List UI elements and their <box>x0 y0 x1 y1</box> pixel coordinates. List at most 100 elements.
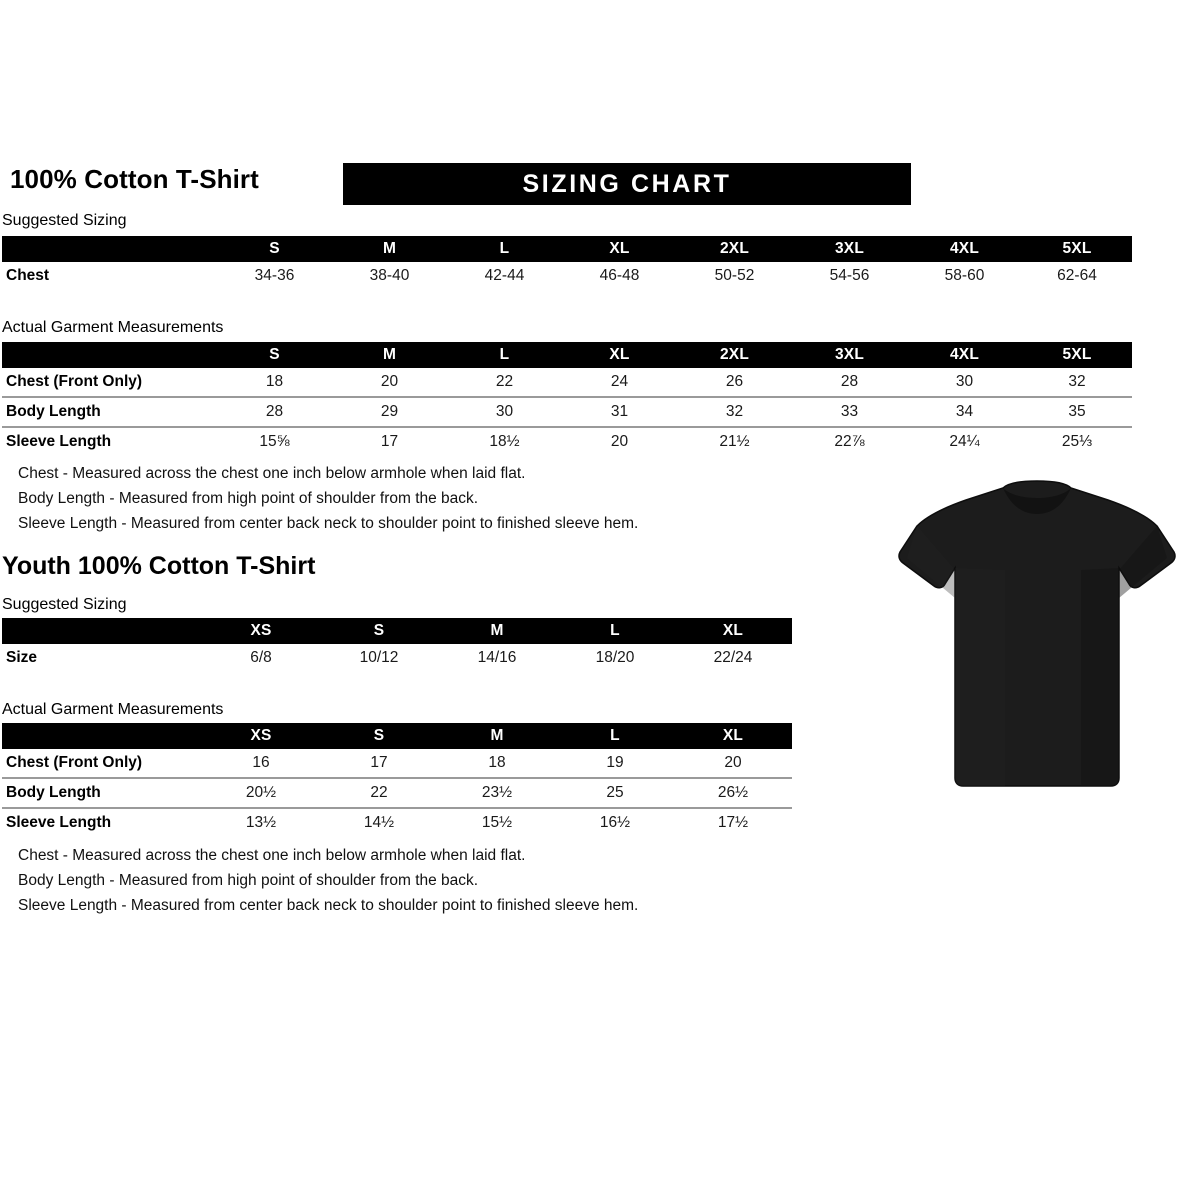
youth-note: Sleeve Length - Measured from center bac… <box>18 897 639 914</box>
adult-actual-column-header: L <box>447 342 562 368</box>
youth-suggested-cell: 6/8 <box>250 649 272 666</box>
adult-actual-column-header: M <box>332 342 447 368</box>
table-row: Chest 34-36 38-40 42-44 46-48 50-52 54-56 58-60… <box>2 262 1132 290</box>
adult-actual-cell: 15⅝ <box>217 426 332 456</box>
youth-suggested-cell: 18/20 <box>595 649 635 666</box>
youth-suggested-cell: 14/16 <box>477 649 517 666</box>
youth-suggested-header-row: XS S M L XL <box>2 618 792 644</box>
youth-actual-column-header: L <box>556 723 674 749</box>
youth-actual-column-header <box>2 723 202 749</box>
youth-suggested-column-header: XS <box>202 618 320 644</box>
adult-actual-cell: 26 <box>725 373 744 390</box>
adult-actual-row-label: Body Length <box>2 396 217 427</box>
adult-suggested-cell: 54-56 <box>829 267 870 284</box>
youth-actual-cell: 17 <box>370 754 388 771</box>
table-row: Chest (Front Only) 18 20 22 24 26 28 30 32 <box>2 368 1132 397</box>
youth-suggested-cell: 10/12 <box>359 649 399 666</box>
youth-actual-cell: 26½ <box>674 777 792 808</box>
adult-suggested-cell: 38-40 <box>369 267 410 284</box>
adult-suggested-cell: 42-44 <box>484 267 525 284</box>
adult-actual-cell: 28 <box>217 396 332 427</box>
adult-note: Chest - Measured across the chest one in… <box>18 465 526 482</box>
youth-actual-cell: 20½ <box>202 777 320 808</box>
adult-suggested-cell: 50-52 <box>714 267 755 284</box>
chart-header: 100% Cotton T-Shirt SIZING CHART <box>10 163 1190 209</box>
youth-actual-cell: 16½ <box>556 807 674 837</box>
adult-actual-cell: 20 <box>380 373 399 390</box>
adult-actual-column-header: 2XL <box>677 342 792 368</box>
adult-actual-cell: 18½ <box>447 426 562 456</box>
youth-actual-cell: 15½ <box>438 807 556 837</box>
adult-actual-row-label: Chest (Front Only) <box>6 373 143 390</box>
youth-suggested-column-header: S <box>320 618 438 644</box>
youth-suggested-column-header: L <box>556 618 674 644</box>
youth-actual-cell: 16 <box>252 754 270 771</box>
table-row: Sleeve Length 15⅝ 17 18½ 20 21½ 22⅞ 24¼ 25⅓ <box>2 426 1132 456</box>
adult-suggested-cell: 46-48 <box>599 267 640 284</box>
adult-actual-row-label: Sleeve Length <box>2 426 217 456</box>
adult-actual-cell: 24¼ <box>907 426 1022 456</box>
adult-actual-cell: 30 <box>447 396 562 427</box>
adult-suggested-sizing-label: Suggested Sizing <box>2 212 127 229</box>
youth-actual-measurements-table: XS S M L XL Chest (Front Only) 16 17 18 19 20 Body … <box>2 723 792 837</box>
adult-actual-cell: 18 <box>265 373 284 390</box>
adult-actual-measurements-table: S M L XL 2XL 3XL 4XL 5XL Chest (Front Only) 18 20 2… <box>2 342 1132 456</box>
youth-actual-row-label: Chest (Front Only) <box>6 754 143 771</box>
adult-suggested-cell: 34-36 <box>254 267 295 284</box>
adult-suggested-column-header: 4XL <box>907 236 1022 262</box>
adult-actual-cell: 35 <box>1022 396 1132 427</box>
adult-suggested-cell: 58-60 <box>944 267 985 284</box>
adult-actual-cell: 22 <box>495 373 514 390</box>
adult-suggested-column-header: M <box>332 236 447 262</box>
adult-actual-column-header <box>2 342 217 368</box>
adult-suggested-header-row: S M L XL 2XL 3XL 4XL 5XL <box>2 236 1132 262</box>
youth-suggested-sizing-table: XS S M L XL Size 6/8 10/12 14/16 18/20 22/24 <box>2 618 792 672</box>
adult-suggested-column-header <box>2 236 217 262</box>
adult-actual-column-header: 3XL <box>792 342 907 368</box>
adult-actual-column-header: XL <box>562 342 677 368</box>
sizing-chart-banner: SIZING CHART <box>343 163 911 205</box>
adult-note: Body Length - Measured from high point o… <box>18 490 479 507</box>
youth-actual-header-row: XS S M L XL <box>2 723 792 749</box>
youth-actual-measurements-label: Actual Garment Measurements <box>2 701 224 718</box>
adult-note: Sleeve Length - Measured from center bac… <box>18 515 639 532</box>
youth-actual-cell: 25 <box>556 777 674 808</box>
adult-suggested-column-header: 2XL <box>677 236 792 262</box>
table-row: Size 6/8 10/12 14/16 18/20 22/24 <box>2 644 792 672</box>
adult-actual-measurements-label: Actual Garment Measurements <box>2 319 224 336</box>
adult-actual-cell: 30 <box>955 373 974 390</box>
adult-actual-cell: 21½ <box>677 426 792 456</box>
adult-suggested-column-header: 5XL <box>1022 236 1132 262</box>
adult-actual-cell: 28 <box>840 373 859 390</box>
youth-actual-cell: 20 <box>724 754 742 771</box>
adult-actual-column-header: 4XL <box>907 342 1022 368</box>
page-title: 100% Cotton T-Shirt <box>10 164 259 194</box>
adult-actual-cell: 34 <box>907 396 1022 427</box>
youth-suggested-cell: 22/24 <box>713 649 753 666</box>
adult-actual-cell: 20 <box>562 426 677 456</box>
youth-suggested-column-header <box>2 618 202 644</box>
youth-actual-cell: 17½ <box>674 807 792 837</box>
adult-actual-cell: 32 <box>677 396 792 427</box>
adult-suggested-column-header: 3XL <box>792 236 907 262</box>
youth-actual-column-header: XS <box>202 723 320 749</box>
youth-actual-cell: 23½ <box>438 777 556 808</box>
adult-suggested-cell: 62-64 <box>1057 267 1097 284</box>
youth-actual-cell: 14½ <box>320 807 438 837</box>
youth-actual-cell: 19 <box>606 754 624 771</box>
youth-actual-column-header: M <box>438 723 556 749</box>
adult-suggested-column-header: XL <box>562 236 677 262</box>
youth-actual-row-label: Sleeve Length <box>2 807 202 837</box>
youth-note: Body Length - Measured from high point o… <box>18 872 479 889</box>
table-row: Body Length 28 29 30 31 32 33 34 35 <box>2 396 1132 427</box>
adult-actual-cell: 22⅞ <box>792 426 907 456</box>
youth-actual-column-header: XL <box>674 723 792 749</box>
youth-actual-row-label: Body Length <box>2 777 202 808</box>
youth-note: Chest - Measured across the chest one in… <box>18 847 526 864</box>
tshirt-icon <box>898 480 1176 787</box>
youth-section-title: Youth 100% Cotton T-Shirt <box>2 552 316 580</box>
youth-actual-cell: 22 <box>320 777 438 808</box>
adult-suggested-sizing-table: S M L XL 2XL 3XL 4XL 5XL Chest 34-36 38-40 42-44 46-… <box>2 236 1132 290</box>
youth-suggested-sizing-label: Suggested Sizing <box>2 596 127 613</box>
